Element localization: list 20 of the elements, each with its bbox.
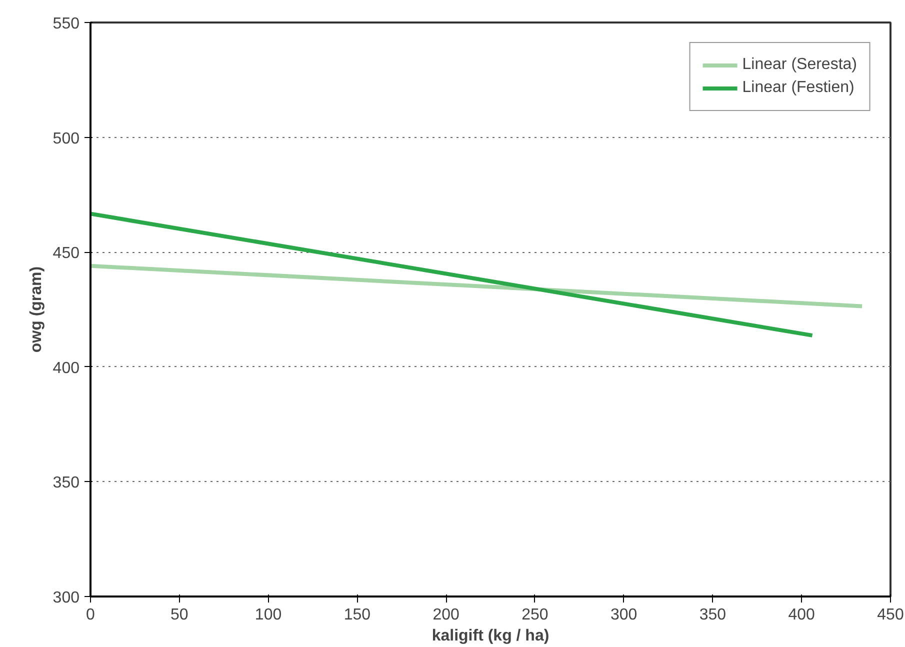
- y-tick-label: 350: [52, 474, 80, 492]
- x-tick-label: 250: [522, 606, 548, 624]
- x-tick-label: 200: [432, 606, 460, 624]
- x-tick-label: 0: [86, 606, 96, 624]
- y-tick-label: 400: [52, 360, 80, 377]
- y-tick-label: 550: [52, 16, 80, 32]
- y-tick-label: 500: [52, 130, 80, 148]
- x-axis-title: kaligift (kg / ha): [432, 628, 550, 644]
- y-tick-label: 300: [52, 590, 80, 606]
- x-tick-label: 50: [170, 606, 188, 624]
- legend-label: Linear (Festien): [742, 79, 854, 97]
- legend-label: Linear (Seresta): [742, 56, 857, 74]
- x-tick-label: 450: [877, 606, 904, 624]
- x-tick-label: 150: [344, 606, 371, 624]
- y-axis-title: owg (gram): [28, 266, 45, 353]
- y-tick-label: 450: [52, 245, 80, 262]
- x-tick-label: 400: [788, 606, 816, 624]
- x-tick-label: 350: [699, 606, 726, 624]
- x-tick-label: 100: [254, 606, 282, 624]
- x-tick-label: 300: [610, 606, 638, 624]
